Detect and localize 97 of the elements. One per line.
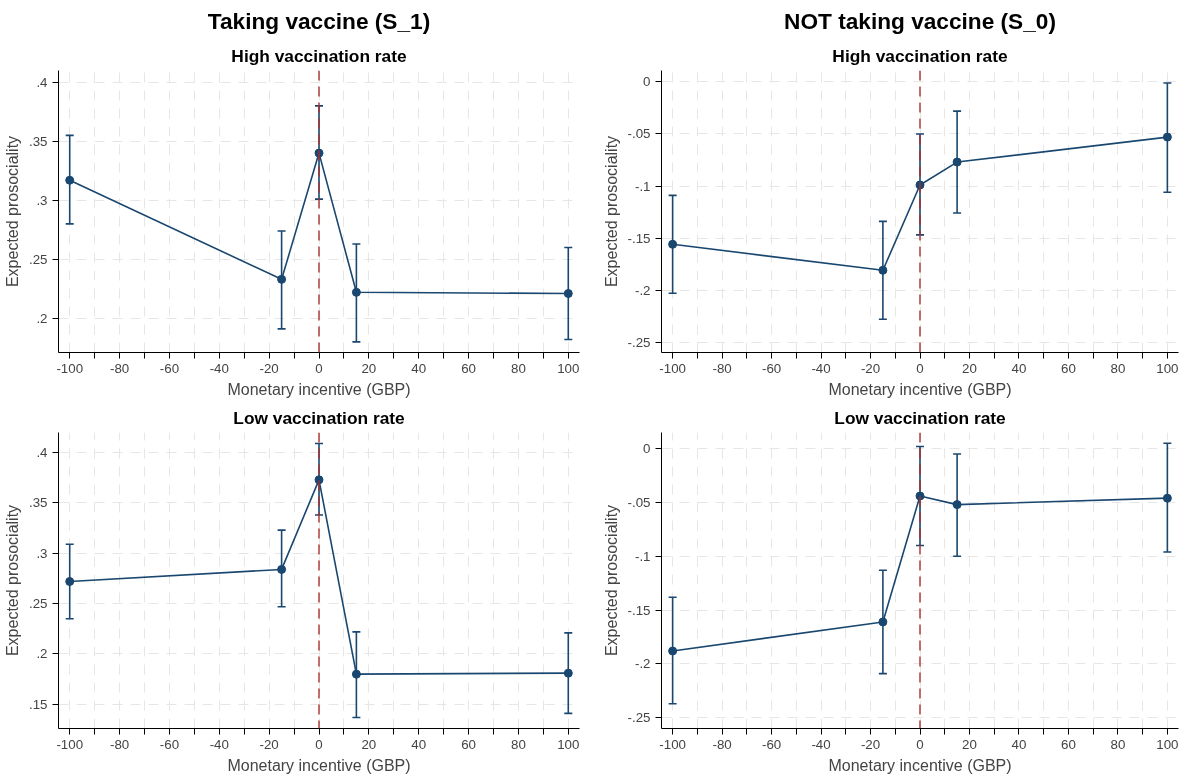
point xyxy=(1162,493,1172,503)
x-tick-label: 60 xyxy=(461,360,476,376)
x-tick-label: -40 xyxy=(811,360,831,376)
y-tick-label: .2 xyxy=(36,310,48,326)
x-tick-label: -60 xyxy=(761,360,782,376)
x-tick-label: 80 xyxy=(1110,736,1126,752)
x-axis-title: Monetary incentive (GBP) xyxy=(828,380,1012,398)
x-axis-title: Monetary incentive (GBP) xyxy=(227,380,411,398)
y-tick-label: .15 xyxy=(28,696,48,712)
x-tick-label: 0 xyxy=(315,736,323,752)
point xyxy=(351,287,361,297)
y-tick-label: -.25 xyxy=(627,334,651,350)
chart-subtitle: Low vaccination rate xyxy=(834,407,1007,428)
y-axis-title: Expected prosociality xyxy=(602,135,620,288)
y-tick-label: .2 xyxy=(36,646,48,662)
y-tick-label: .4 xyxy=(36,445,49,461)
x-tick-label: 0 xyxy=(916,360,924,376)
y-axis-title: Expected prosociality xyxy=(3,135,21,288)
x-tick-label: 20 xyxy=(962,736,977,752)
y-tick-label: .3 xyxy=(36,192,48,208)
y-tick-label: -.1 xyxy=(634,548,651,564)
y-axis-title: Expected prosociality xyxy=(3,504,21,657)
point xyxy=(952,500,962,510)
point xyxy=(668,239,678,249)
x-tick-label: -100 xyxy=(659,736,686,752)
x-tick-label: 60 xyxy=(1061,360,1076,376)
x-tick-label: -80 xyxy=(109,736,130,752)
point xyxy=(668,646,678,656)
x-tick-label: 0 xyxy=(916,736,924,752)
point xyxy=(563,668,573,678)
point xyxy=(277,564,287,574)
y-tick-label: -.05 xyxy=(627,126,651,142)
y-tick-label: .35 xyxy=(28,495,48,511)
x-tick-label: -60 xyxy=(761,736,782,752)
x-axis-title: Monetary incentive (GBP) xyxy=(828,756,1012,774)
x-tick-label: 80 xyxy=(1110,360,1126,376)
x-tick-label: -80 xyxy=(712,360,732,376)
x-tick-label: 100 xyxy=(557,360,580,376)
x-tick-label: -80 xyxy=(712,736,732,752)
x-tick-label: 0 xyxy=(315,360,323,376)
x-tick-label: -20 xyxy=(259,360,279,376)
x-tick-label: -40 xyxy=(209,360,229,376)
x-tick-label: 100 xyxy=(1156,736,1179,752)
y-tick-label: 0 xyxy=(643,441,651,457)
x-tick-label: -60 xyxy=(159,736,180,752)
x-tick-label: -40 xyxy=(209,736,229,752)
chart-subtitle: Low vaccination rate xyxy=(233,407,406,428)
y-tick-label: 0 xyxy=(643,74,651,90)
chart-title: Taking vaccine (S_1) xyxy=(207,7,431,34)
x-tick-label: -40 xyxy=(811,736,831,752)
point xyxy=(878,617,888,627)
y-axis-title: Expected prosociality xyxy=(602,504,620,657)
point xyxy=(1162,132,1172,142)
point xyxy=(277,274,287,284)
x-tick-label: 100 xyxy=(557,736,580,752)
chart-title: NOT taking vaccine (S_0) xyxy=(784,7,1056,34)
y-tick-label: -.15 xyxy=(627,230,651,246)
y-tick-label: .35 xyxy=(28,133,48,149)
point xyxy=(351,669,361,679)
x-tick-label: 60 xyxy=(461,736,476,752)
point xyxy=(65,175,75,185)
y-tick-label: -.05 xyxy=(627,494,651,510)
y-tick-label: -.2 xyxy=(634,282,651,298)
x-tick-label: 60 xyxy=(1061,736,1076,752)
x-tick-label: -80 xyxy=(109,360,130,376)
y-tick-label: .4 xyxy=(36,74,49,90)
point xyxy=(878,265,888,275)
y-tick-label: -.1 xyxy=(634,178,651,194)
x-tick-label: 80 xyxy=(511,736,526,752)
x-tick-label: -20 xyxy=(259,736,279,752)
point xyxy=(563,289,573,298)
chart-subtitle: High vaccination rate xyxy=(832,45,1008,66)
y-tick-label: .25 xyxy=(28,596,48,612)
x-tick-label: -100 xyxy=(659,360,686,376)
x-tick-label: 20 xyxy=(962,360,977,376)
point xyxy=(65,577,75,586)
x-tick-label: -100 xyxy=(56,360,84,376)
y-tick-label: .25 xyxy=(28,251,48,267)
y-tick-label: -.25 xyxy=(627,710,651,726)
x-tick-label: 40 xyxy=(1011,736,1027,752)
x-tick-label: 40 xyxy=(411,360,427,376)
x-tick-label: -20 xyxy=(860,360,881,376)
y-tick-label: .3 xyxy=(36,545,48,561)
x-tick-label: 40 xyxy=(411,736,427,752)
chart-subtitle: High vaccination rate xyxy=(231,45,407,66)
x-tick-label: -20 xyxy=(860,736,881,752)
x-axis-title: Monetary incentive (GBP) xyxy=(227,756,411,774)
x-tick-label: 100 xyxy=(1156,360,1179,376)
y-tick-label: -.2 xyxy=(634,656,651,672)
x-tick-label: -100 xyxy=(56,736,84,752)
point xyxy=(952,157,962,167)
x-tick-label: -60 xyxy=(159,360,180,376)
y-tick-label: -.15 xyxy=(627,602,651,618)
x-tick-label: 20 xyxy=(361,736,377,752)
x-tick-label: 20 xyxy=(361,360,377,376)
x-tick-label: 40 xyxy=(1011,360,1027,376)
x-tick-label: 80 xyxy=(511,360,526,376)
